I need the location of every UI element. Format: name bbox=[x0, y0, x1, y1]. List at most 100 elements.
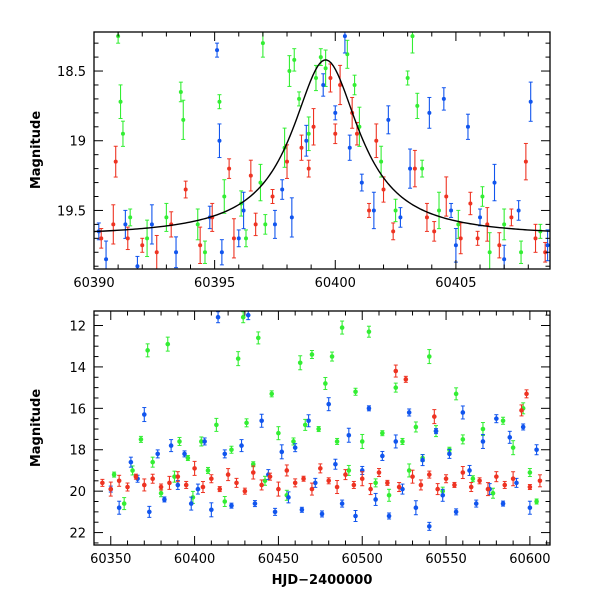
top-blue-point bbox=[215, 42, 220, 58]
bottom-green-point bbox=[426, 349, 432, 365]
top-blue-point bbox=[371, 191, 376, 230]
bottom-blue-point bbox=[182, 450, 187, 458]
bottom-blue-point bbox=[299, 506, 305, 513]
bottom-blue-point bbox=[406, 408, 412, 417]
bottom-red-point bbox=[343, 469, 348, 481]
top-blue-point bbox=[241, 191, 246, 230]
top-blue-point bbox=[123, 209, 128, 239]
bottom-blue-point bbox=[420, 454, 425, 467]
bottom-red-point bbox=[309, 482, 315, 496]
top-green-point bbox=[202, 240, 207, 264]
bottom-blue-point bbox=[239, 439, 244, 453]
bottom-green-point bbox=[460, 434, 466, 445]
bottom-green-point bbox=[334, 437, 340, 445]
bottom-red-point bbox=[125, 482, 130, 492]
bottom-red-point bbox=[326, 477, 332, 485]
bottom-green-point bbox=[323, 376, 328, 390]
bottom-green-point bbox=[302, 418, 308, 431]
bottom-green-point bbox=[235, 351, 241, 367]
top-green-point bbox=[292, 48, 297, 72]
bottom-red-point bbox=[209, 474, 214, 484]
bottom-green-point bbox=[490, 487, 496, 499]
bottom-y-tick-label: 20 bbox=[69, 485, 86, 500]
top-blue-point bbox=[492, 163, 497, 202]
bottom-green-point bbox=[380, 430, 385, 437]
bottom-red-point bbox=[385, 479, 390, 486]
bottom-red-point bbox=[192, 460, 197, 476]
bottom-red-point bbox=[468, 482, 474, 493]
bottom-green-point bbox=[150, 456, 155, 468]
top-green-point bbox=[217, 94, 222, 110]
top-x-tick-label: 60405 bbox=[435, 276, 476, 291]
top-red-point bbox=[468, 191, 473, 216]
top-blue-point bbox=[272, 209, 277, 239]
bottom-green-point bbox=[205, 466, 211, 474]
bottom-frame bbox=[93, 310, 551, 546]
bottom-red-point bbox=[267, 472, 273, 481]
bottom-red-point bbox=[141, 478, 147, 492]
top-green-point bbox=[263, 214, 268, 235]
top-green-point bbox=[297, 91, 302, 107]
bottom-red-point bbox=[368, 483, 373, 496]
bottom-y-tick-label: 22 bbox=[69, 527, 86, 542]
top-blue-point bbox=[342, 32, 347, 54]
bottom-blue-point bbox=[520, 423, 526, 431]
bottom-blue-point bbox=[209, 502, 214, 518]
bottom-green-point bbox=[400, 437, 405, 445]
top-red-point bbox=[391, 222, 396, 241]
top-blue-point bbox=[289, 197, 294, 238]
top-green-point bbox=[437, 191, 442, 230]
top-axes: 60390 60395 60400 60405 18.5 19 19.5 bbox=[57, 32, 550, 291]
bottom-green-point bbox=[339, 320, 345, 335]
bottom-blue-point bbox=[366, 405, 372, 412]
top-blue-point bbox=[219, 239, 224, 266]
bottom-red-point bbox=[418, 479, 424, 491]
top-blue-point bbox=[347, 134, 352, 161]
bottom-red-point bbox=[432, 409, 437, 425]
bottom-blue-point bbox=[252, 500, 258, 508]
bottom-x-tick-label: 60400 bbox=[174, 552, 215, 567]
bottom-x-tick-label: 60600 bbox=[509, 552, 550, 567]
top-blue-point bbox=[217, 123, 222, 159]
top-blue-point bbox=[398, 207, 403, 228]
bottom-blue-point bbox=[500, 500, 506, 507]
bottom-blue-point bbox=[413, 500, 419, 516]
bottom-green-point bbox=[534, 498, 539, 505]
bottom-blue-point bbox=[346, 427, 352, 443]
top-red-point bbox=[306, 159, 311, 178]
top-green-point bbox=[415, 92, 420, 119]
bottom-green-point bbox=[222, 496, 228, 508]
bottom-blue-point bbox=[128, 456, 134, 468]
top-frame bbox=[93, 31, 551, 270]
bottom-green-point bbox=[393, 382, 399, 393]
bottom-red-point bbox=[452, 481, 457, 488]
top-green-point bbox=[128, 208, 133, 227]
bottom-green-point bbox=[353, 387, 358, 396]
top-green-point bbox=[480, 186, 485, 207]
bottom-red-point bbox=[396, 482, 402, 493]
top-blue-point bbox=[449, 202, 454, 218]
bottom-green-point bbox=[309, 349, 315, 359]
bottom-x-tick-label: 60550 bbox=[425, 552, 466, 567]
bottom-blue-point bbox=[453, 508, 459, 516]
top-green-point bbox=[405, 70, 410, 86]
bottom-red-point bbox=[276, 481, 281, 497]
top-green-point bbox=[323, 49, 328, 87]
bottom-red-point bbox=[250, 465, 256, 480]
bottom-blue-point bbox=[333, 458, 338, 470]
top-red-point bbox=[299, 134, 304, 161]
bottom-red-point bbox=[225, 468, 231, 482]
top-blue-point bbox=[333, 105, 338, 121]
top-x-tick-label: 60390 bbox=[73, 276, 114, 291]
bottom-blue-point bbox=[339, 499, 345, 508]
top-green-point bbox=[410, 32, 415, 54]
top-green-point bbox=[306, 116, 311, 152]
bottom-blue-point bbox=[215, 311, 221, 324]
bottom-y-tick-label: 18 bbox=[69, 444, 86, 459]
top-green-point bbox=[195, 208, 200, 241]
bottom-red-point bbox=[334, 480, 340, 495]
top-panel: 60390 60395 60400 60405 18.5 19 19.5 Magnitude bbox=[29, 31, 551, 291]
bottom-panel: 60350 60400 60450 60500 60550 60600 12 14 16 18 20… bbox=[29, 310, 551, 588]
top-green-point bbox=[519, 240, 524, 264]
